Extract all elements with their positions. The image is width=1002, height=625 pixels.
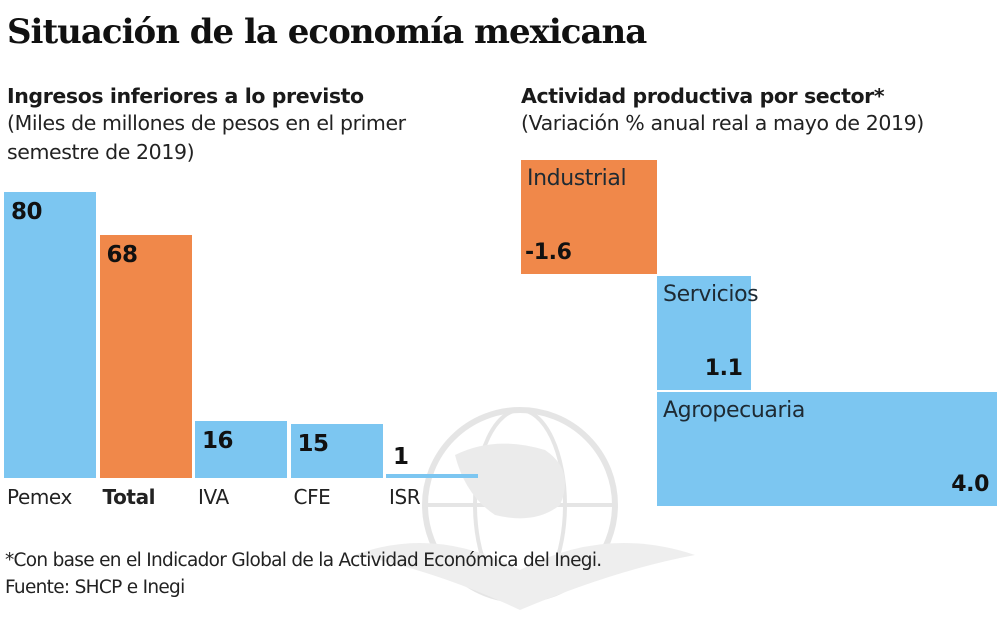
source-note: Fuente: SHCP e Inegi: [5, 577, 185, 598]
watermark-globe-eagle-icon: [355, 407, 695, 610]
category-label-cfe: CFE: [293, 485, 331, 509]
category-label-total: Total: [102, 485, 156, 509]
value-label-servicios: 1.1: [704, 356, 743, 381]
sector-label-industrial: Industrial: [527, 166, 627, 191]
bar-pemex: [4, 192, 96, 478]
category-label-iva: IVA: [198, 485, 229, 509]
chart-title: Situación de la economía mexicana: [7, 12, 647, 52]
value-label-industrial: -1.6: [525, 240, 572, 265]
value-label-cfe: 15: [297, 431, 330, 458]
right-chart-description: (Variación % anual real a mayo de 2019): [521, 111, 924, 135]
bar-total: [99, 234, 192, 478]
category-label-isr: ISR: [389, 485, 421, 509]
bar-agropecuaria: [657, 392, 997, 506]
left-chart-description: (Miles de millones de pesos en el primer…: [7, 111, 406, 164]
bar-iva: [195, 420, 287, 478]
bar-industrial: [521, 160, 657, 274]
value-label-pemex: 80: [11, 199, 43, 225]
footnote: *Con base en el Indicador Global de la A…: [5, 550, 602, 571]
bar-isr: [386, 474, 478, 478]
sector-label-agropecuaria: Agropecuaria: [663, 398, 805, 423]
bar-servicios: [657, 276, 751, 390]
sector-label-servicios: Servicios: [663, 282, 759, 307]
value-label-total: 68: [106, 241, 139, 268]
value-label-isr: 1: [393, 444, 409, 471]
left-chart-heading: Ingresos inferiores a lo previsto: [7, 84, 364, 108]
value-label-iva: 16: [202, 427, 234, 454]
value-label-agropecuaria: 4.0: [951, 472, 989, 497]
category-label-pemex: Pemex: [7, 485, 72, 509]
right-chart-heading: Actividad productiva por sector*: [521, 84, 885, 108]
bar-cfe: [290, 424, 383, 478]
